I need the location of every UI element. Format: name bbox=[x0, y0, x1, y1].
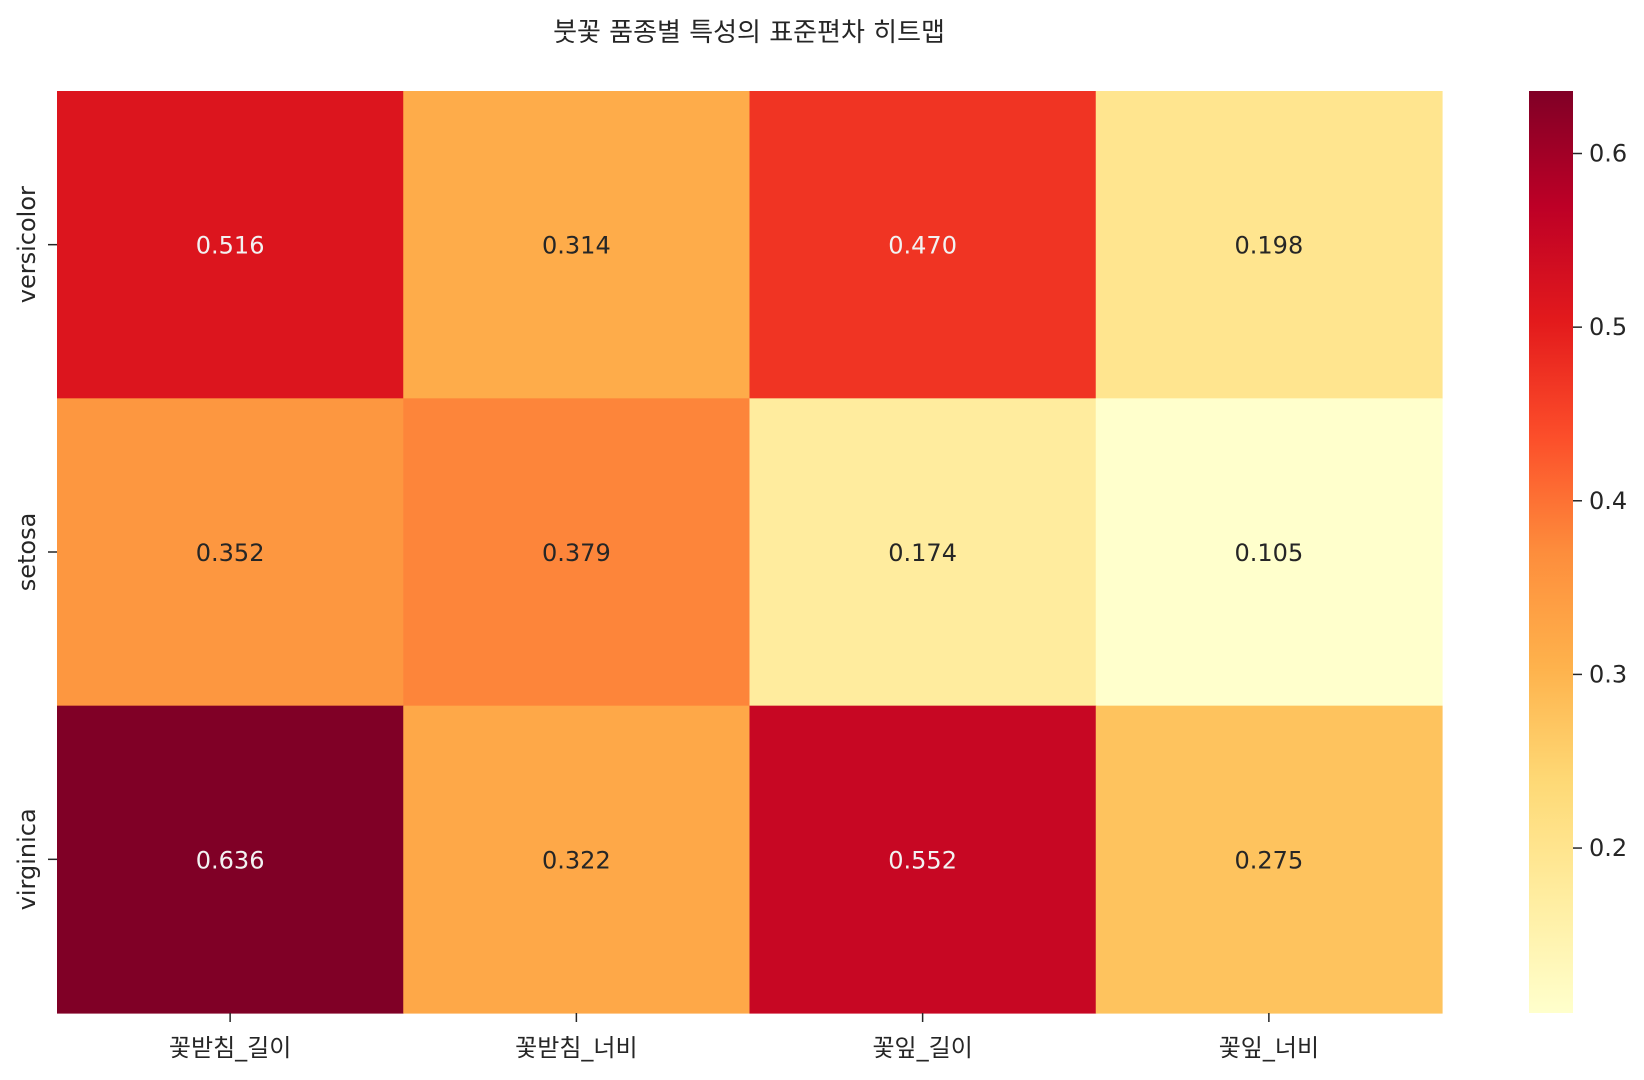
heatmap-cell bbox=[749, 705, 1097, 1014]
heatmap-cells bbox=[57, 91, 1443, 1014]
colorbar-tick-label: 0.6 bbox=[1589, 140, 1627, 168]
cell-value-label: 0.322 bbox=[542, 846, 611, 874]
colorbar-gradient bbox=[1529, 91, 1573, 1013]
cell-value-label: 0.314 bbox=[542, 232, 611, 260]
y-tick-label: virginica bbox=[13, 808, 41, 910]
heatmap-cell bbox=[403, 398, 751, 707]
x-axis: 꽃받침_길이 꽃받침_너비 꽃잎_길이 꽃잎_너비 bbox=[169, 1013, 1319, 1062]
heatmap-cell bbox=[749, 91, 1097, 399]
heatmap-cell bbox=[1095, 398, 1443, 707]
cell-value-label: 0.352 bbox=[196, 539, 265, 567]
chart-title: 붓꽃 품종별 특성의 표준편차 히트맵 bbox=[553, 18, 945, 48]
cell-value-label: 0.379 bbox=[542, 539, 611, 567]
cell-value-label: 0.470 bbox=[888, 232, 957, 260]
x-tick-label: 꽃받침_길이 bbox=[169, 1034, 291, 1062]
x-tick-label: 꽃잎_길이 bbox=[872, 1034, 972, 1062]
cell-value-label: 0.516 bbox=[196, 232, 265, 260]
cell-value-label: 0.275 bbox=[1235, 846, 1304, 874]
heatmap-cell bbox=[57, 705, 404, 1014]
y-tick-label: versicolor bbox=[13, 186, 41, 303]
heatmap-cell bbox=[749, 398, 1097, 707]
cell-value-label: 0.198 bbox=[1235, 232, 1304, 260]
colorbar-ticks: 0.2 0.3 0.4 0.5 0.6 bbox=[1573, 140, 1627, 862]
heatmap-cell bbox=[403, 91, 751, 399]
colorbar-tick-label: 0.3 bbox=[1589, 660, 1627, 688]
cell-value-label: 0.552 bbox=[888, 846, 957, 874]
heatmap-cell bbox=[57, 91, 404, 399]
cell-value-label: 0.174 bbox=[888, 539, 957, 567]
colorbar-tick-label: 0.5 bbox=[1589, 313, 1627, 341]
heatmap-cell-labels: 0.516 0.314 0.470 0.198 0.352 0.379 0.174 0.105… bbox=[196, 232, 1303, 875]
cell-value-label: 0.636 bbox=[196, 846, 265, 874]
y-tick-label: setosa bbox=[13, 513, 41, 592]
heatmap-cell bbox=[1095, 91, 1443, 399]
heatmap-cell bbox=[1095, 705, 1443, 1014]
colorbar-tick-label: 0.2 bbox=[1589, 834, 1627, 862]
x-tick-label: 꽃받침_너비 bbox=[515, 1034, 637, 1062]
heatmap-cell bbox=[57, 398, 404, 707]
x-tick-label: 꽃잎_너비 bbox=[1219, 1034, 1319, 1062]
heatmap-cell bbox=[403, 705, 751, 1014]
cell-value-label: 0.105 bbox=[1235, 539, 1304, 567]
y-axis: versicolor setosa virginica bbox=[13, 186, 57, 910]
colorbar: 0.2 0.3 0.4 0.5 0.6 bbox=[1529, 91, 1627, 1013]
colorbar-tick-label: 0.4 bbox=[1589, 487, 1627, 515]
